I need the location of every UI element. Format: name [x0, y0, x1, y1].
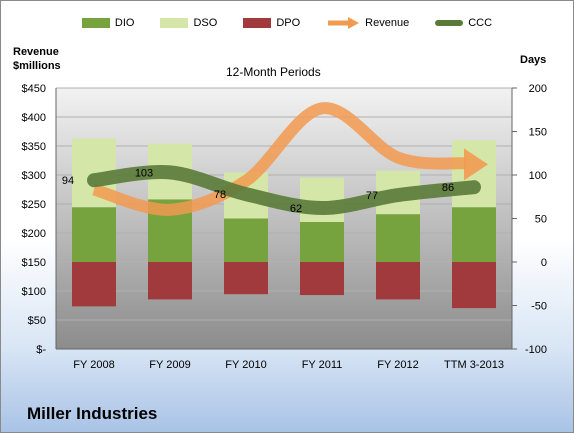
company-name: Miller Industries — [27, 404, 158, 423]
left-tick-label: $- — [36, 344, 46, 356]
legend-swatch-dio — [81, 18, 110, 28]
ccc-data-label: 77 — [366, 190, 378, 202]
category-label: FY 2011 — [302, 359, 343, 371]
right-tick-label: 100 — [529, 170, 547, 182]
left-tick-label: $250 — [22, 199, 46, 211]
right-tick-label: 150 — [529, 127, 547, 139]
category-label: FY 2012 — [377, 359, 418, 371]
legend-label-revenue: Revenue — [365, 17, 410, 29]
left-tick-label: $200 — [22, 228, 46, 240]
legend-label-ccc: CCC — [468, 17, 493, 29]
left-axis-label-line1: Revenue — [13, 46, 59, 58]
chart-title: 12-Month Periods — [226, 65, 321, 79]
left-tick-label: $450 — [22, 83, 46, 95]
legend-item-dio: DIO — [81, 17, 135, 29]
legend-item-dpo: DPO — [243, 17, 300, 29]
legend-swatch-dpo — [243, 18, 272, 28]
bar-dpo — [376, 262, 420, 300]
category-label: FY 2009 — [149, 359, 190, 371]
right-tick-label: 50 — [535, 214, 547, 226]
bar-dio — [300, 221, 344, 262]
legend-arrow-revenue-icon — [328, 17, 360, 29]
bar-dpo — [148, 262, 192, 300]
right-tick-label: -100 — [525, 344, 547, 356]
bar-dio — [72, 207, 116, 262]
legend: DIO DSO DPO Revenue CCC — [1, 13, 573, 33]
ccc-data-label: 103 — [135, 167, 153, 179]
left-axis-label-line2: $millions — [13, 60, 61, 72]
left-tick-label: $150 — [22, 257, 46, 269]
legend-swatch-dso — [160, 18, 189, 28]
left-tick-label: $300 — [22, 170, 46, 182]
left-tick-label: $50 — [28, 315, 46, 327]
bar-dio — [224, 218, 268, 262]
bar-dpo — [300, 262, 344, 296]
category-label: FY 2008 — [73, 359, 114, 371]
left-tick-label: $400 — [22, 112, 46, 124]
legend-label-dso: DSO — [193, 17, 218, 29]
ccc-data-label: 86 — [442, 182, 454, 194]
bar-dio — [452, 207, 496, 262]
axes: $450 $400 $350 $300 $250 $200 $150 $100 $50 $- 200… — [22, 83, 547, 371]
revenue-arrowhead — [464, 148, 488, 181]
legend-label-dio: DIO — [114, 17, 135, 29]
bar-dio — [376, 214, 420, 262]
ccc-line — [87, 165, 481, 216]
legend-item-revenue: Revenue — [326, 16, 409, 30]
legend-label-dpo: DPO — [276, 17, 301, 29]
plot-area — [56, 88, 512, 349]
left-tick-label: $100 — [22, 286, 46, 298]
right-tick-label: 200 — [529, 83, 547, 95]
bar-dso — [300, 177, 344, 222]
right-tick-label: 0 — [541, 257, 547, 269]
ccc-data-label: 78 — [214, 189, 226, 201]
legend-swatch-ccc — [435, 20, 464, 26]
bar-dpo — [452, 262, 496, 309]
ccc-data-label: 94 — [62, 175, 74, 187]
series-lines: 94 103 78 62 77 86 — [62, 102, 488, 216]
left-tick-label: $350 — [22, 141, 46, 153]
revenue-line — [92, 102, 467, 216]
category-label: FY 2010 — [225, 359, 266, 371]
bar-dpo — [72, 262, 116, 307]
ccc-data-label: 62 — [290, 203, 302, 215]
right-tick-label: -50 — [531, 301, 547, 313]
bar-dpo — [224, 262, 268, 295]
category-label: TTM 3-2013 — [444, 359, 504, 371]
legend-item-ccc: CCC — [435, 17, 492, 29]
right-axis-label: Days — [520, 54, 547, 66]
legend-item-dso: DSO — [160, 17, 217, 29]
